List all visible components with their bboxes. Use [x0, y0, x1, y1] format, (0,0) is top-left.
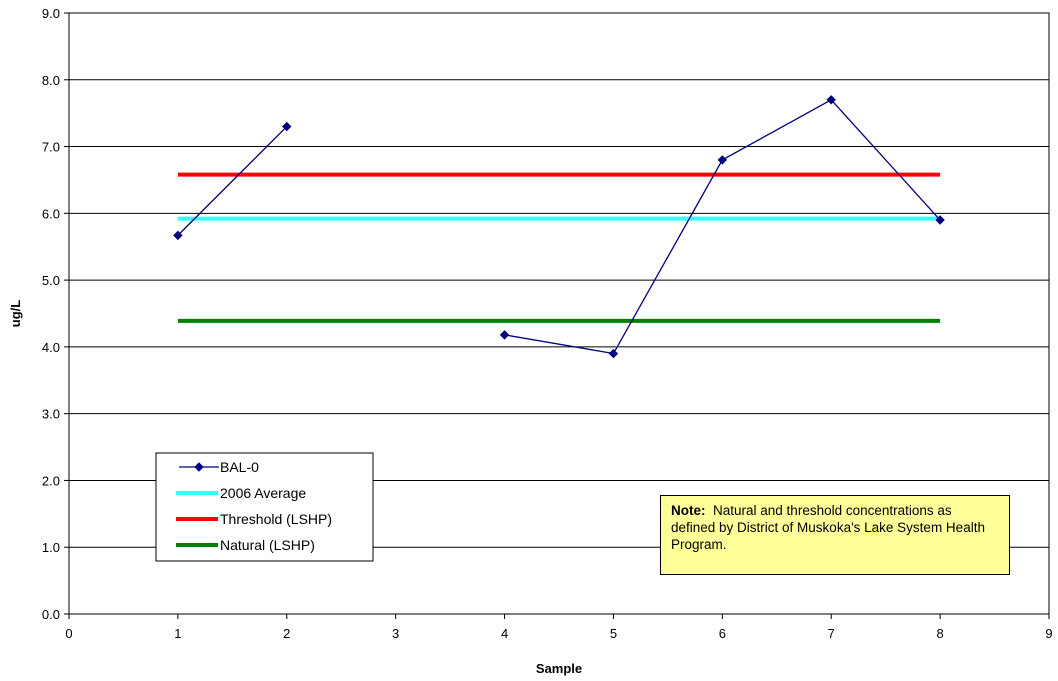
data-point-marker	[173, 230, 183, 241]
x-tick-label: 9	[1045, 626, 1052, 641]
plot-area-border	[68, 12, 1050, 615]
y-tick-label: 1.0	[42, 540, 60, 555]
data-point-marker	[717, 155, 728, 165]
y-tick-label: 4.0	[42, 340, 60, 355]
legend-label: BAL-0	[220, 459, 259, 475]
data-point-marker	[499, 330, 510, 340]
y-tick-label: 0.0	[42, 607, 60, 622]
x-tick-label: 6	[719, 626, 726, 641]
data-point-marker	[608, 348, 619, 359]
y-tick-label: 6.0	[42, 206, 60, 221]
x-tick-label: 3	[392, 626, 399, 641]
series-line-bal-0	[504, 98, 941, 355]
data-point-marker	[194, 462, 204, 472]
y-tick-label: 5.0	[42, 273, 60, 288]
legend: BAL-0 2006 Average Threshold (LSHP) Natural…	[155, 452, 374, 562]
data-point-marker	[935, 215, 945, 225]
y-tick-label: 3.0	[42, 407, 60, 422]
series-line-bal-0	[177, 126, 288, 236]
data-point-marker	[282, 121, 292, 132]
y-tick-label: 2.0	[42, 473, 60, 488]
x-axis-title: Sample	[536, 661, 582, 676]
data-point-marker	[826, 95, 836, 105]
x-tick-label: 1	[174, 626, 181, 641]
legend-label: Natural (LSHP)	[220, 537, 315, 553]
x-tick-label: 2	[283, 626, 290, 641]
x-tick-label: 5	[610, 626, 617, 641]
y-axis-title: ug/L	[8, 300, 23, 327]
note-label: Note:	[671, 503, 706, 518]
x-tick-label: 0	[65, 626, 72, 641]
note-text: Natural and threshold concentrations as …	[671, 503, 985, 552]
x-tick-label: 4	[501, 626, 508, 641]
y-tick-label: 7.0	[42, 140, 60, 155]
axes: 0.0 1.0 2.0 3.0 4.0 5.0 6.0 7.0 8.0 9.0 0 1 2 3 4 5 6 7 8 9	[42, 6, 1053, 641]
note-box: Note: Natural and threshold concentratio…	[660, 495, 1010, 575]
y-tick-label: 8.0	[42, 73, 60, 88]
y-tick-label: 9.0	[42, 6, 60, 21]
legend-label: Threshold (LSHP)	[220, 511, 332, 527]
x-tick-label: 7	[828, 626, 835, 641]
series-layer	[173, 95, 945, 359]
legend-label: 2006 Average	[220, 485, 306, 501]
x-tick-label: 8	[936, 626, 943, 641]
